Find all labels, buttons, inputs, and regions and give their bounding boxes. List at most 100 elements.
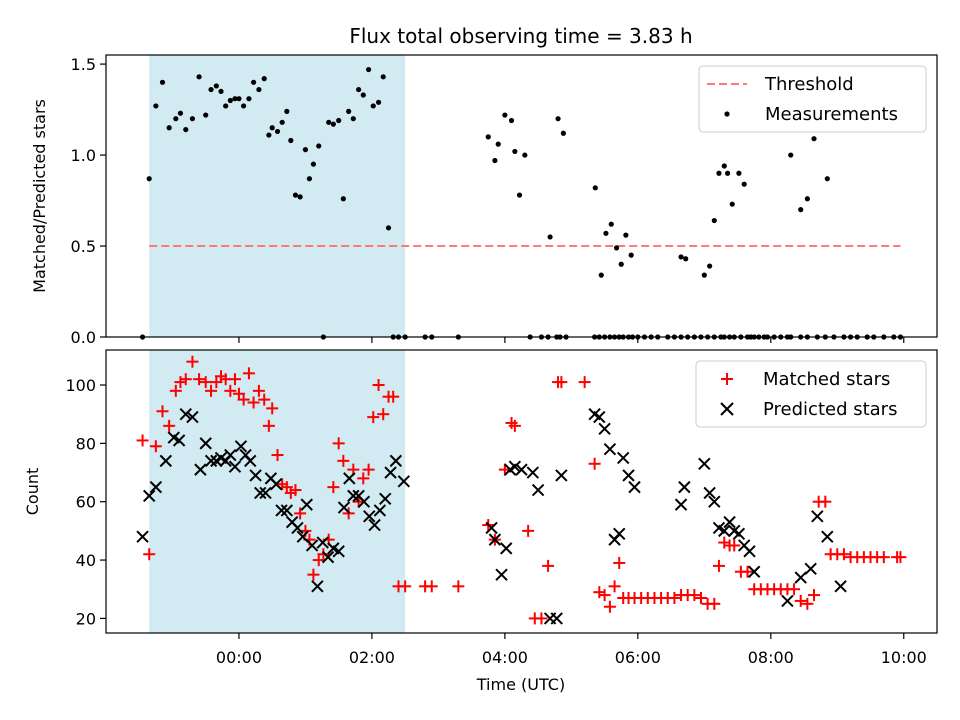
data-point — [223, 103, 229, 109]
data-point — [256, 86, 262, 93]
observing-window-shade — [149, 55, 406, 337]
data-point — [310, 161, 317, 167]
data-point — [166, 125, 172, 131]
data-point — [592, 185, 598, 191]
data-point — [156, 405, 169, 418]
data-point — [186, 410, 199, 424]
data-point — [485, 134, 491, 140]
data-point — [837, 548, 850, 561]
data-point — [593, 410, 606, 424]
data-point — [550, 612, 563, 625]
data-point — [598, 589, 611, 602]
data-point — [146, 176, 152, 182]
legend-measurements-swatch — [724, 111, 730, 117]
data-point — [196, 74, 202, 80]
legend-measurements-label: Measurements — [765, 104, 898, 125]
data-point — [515, 463, 528, 476]
ratio-legend-box — [698, 65, 927, 133]
data-point — [555, 116, 561, 122]
data-point — [136, 434, 149, 447]
data-point — [781, 594, 794, 608]
data-point — [377, 408, 390, 421]
data-point — [718, 536, 731, 549]
data-point — [788, 152, 794, 158]
data-point — [316, 143, 322, 149]
data-point — [373, 504, 387, 517]
count-y-axis-label: Count — [23, 468, 42, 516]
count-legend-box — [695, 360, 927, 428]
data-point — [269, 477, 283, 491]
data-point — [894, 551, 907, 564]
data-point — [336, 117, 342, 124]
data-point — [261, 76, 267, 82]
y-tick-label: 60 — [76, 493, 96, 512]
data-point — [228, 373, 241, 386]
data-point — [300, 498, 313, 511]
data-point — [332, 545, 345, 558]
data-point — [721, 163, 727, 169]
data-point — [608, 580, 621, 593]
data-point — [747, 565, 761, 578]
data-point — [399, 580, 412, 593]
data-point — [389, 454, 403, 468]
legend-predicted-swatch — [720, 402, 734, 416]
ratio-y-axis-label: Matched/Predicted stars — [30, 99, 49, 293]
observing-window-shade — [149, 350, 406, 633]
data-point — [174, 376, 187, 389]
data-point — [723, 515, 736, 529]
data-point — [425, 580, 438, 593]
data-point — [153, 103, 159, 109]
data-point — [305, 539, 319, 552]
data-point — [317, 548, 330, 561]
data-point — [136, 530, 149, 543]
data-point — [508, 117, 515, 124]
data-point — [703, 486, 716, 500]
data-point — [347, 489, 360, 503]
data-point — [375, 99, 382, 105]
x-tick-label: 08:00 — [748, 648, 794, 667]
data-point — [804, 196, 810, 202]
data-point — [794, 571, 807, 584]
data-point — [143, 548, 156, 561]
data-point — [291, 521, 304, 535]
data-point — [542, 559, 555, 572]
data-point — [172, 434, 186, 447]
data-point — [716, 170, 722, 176]
data-point — [743, 545, 756, 558]
data-point — [502, 112, 508, 118]
data-point — [194, 463, 207, 476]
data-point — [143, 489, 156, 503]
data-point — [372, 379, 385, 392]
data-point — [159, 454, 173, 468]
data-point — [798, 207, 804, 213]
count-legend: Matched stars Predicted stars — [695, 360, 927, 428]
data-point — [279, 119, 285, 125]
data-point — [213, 83, 219, 89]
data-point — [485, 521, 498, 535]
data-point — [205, 384, 218, 397]
data-point — [193, 373, 206, 386]
data-point — [613, 527, 626, 541]
legend-matched-label: Matched stars — [763, 369, 890, 390]
data-point — [337, 454, 350, 467]
data-point — [555, 469, 568, 482]
data-point — [306, 176, 313, 182]
data-point — [811, 136, 817, 142]
data-point — [674, 498, 688, 511]
data-point — [522, 524, 535, 537]
data-point — [622, 469, 635, 482]
data-point — [204, 454, 218, 468]
data-point — [199, 437, 212, 450]
data-point — [452, 580, 465, 593]
data-point — [284, 108, 290, 114]
data-point — [618, 261, 624, 267]
data-point — [718, 524, 731, 538]
data-point — [379, 492, 392, 506]
data-point — [628, 480, 641, 494]
data-point — [617, 451, 630, 465]
data-point — [288, 137, 294, 144]
data-point — [360, 92, 366, 98]
data-point — [522, 152, 528, 158]
data-point — [241, 103, 247, 109]
data-point — [877, 551, 890, 564]
